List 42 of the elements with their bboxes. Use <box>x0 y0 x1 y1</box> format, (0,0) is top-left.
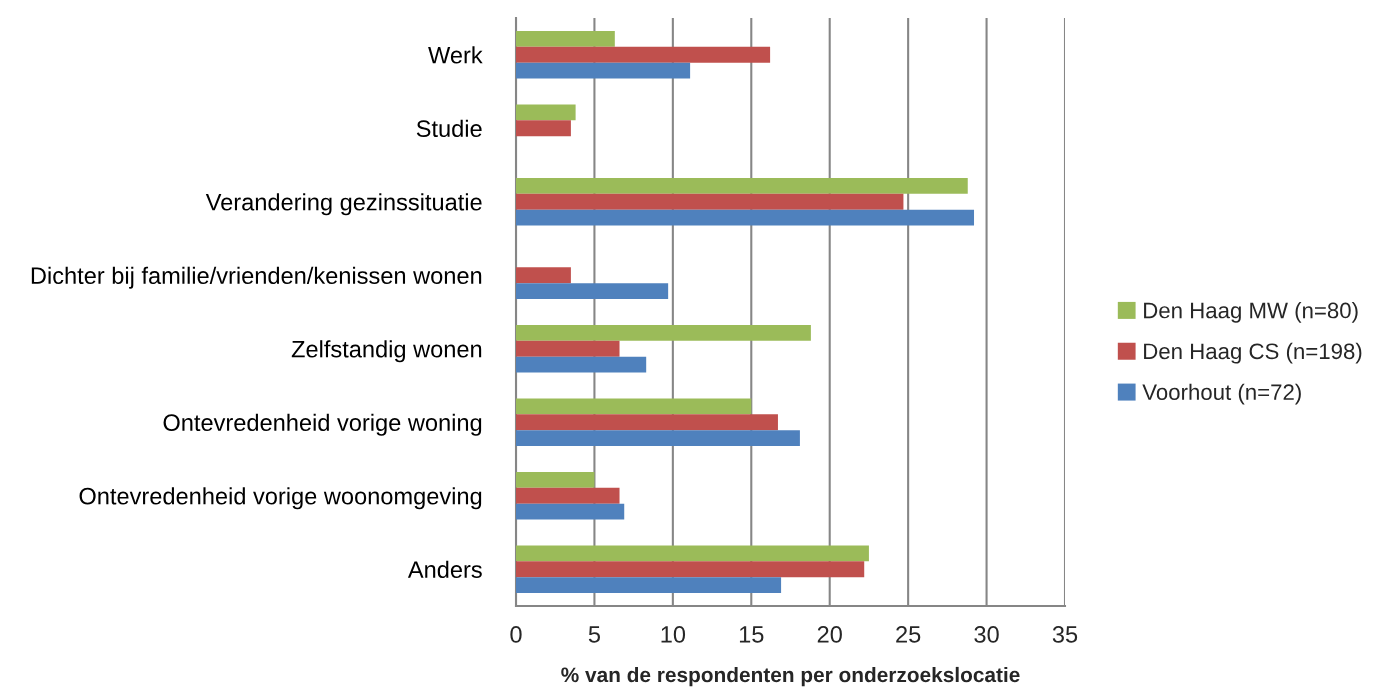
bar <box>516 178 968 194</box>
bar <box>516 267 571 284</box>
x-tick-label: 30 <box>974 626 999 643</box>
bar <box>516 356 647 373</box>
y-tick-label: Dichter bij familie/vrienden/kenissen wonen <box>31 266 482 289</box>
legend-label: Den Haag MW (n=80) <box>1144 302 1358 323</box>
bar <box>516 46 771 63</box>
bar <box>516 193 904 210</box>
bar <box>516 31 615 47</box>
y-tick-label: Anders <box>407 560 482 579</box>
legend-label: Voorhout (n=72) <box>1142 383 1301 405</box>
x-tick-label: 35 <box>1052 626 1078 643</box>
x-tick-label: 0 <box>510 626 522 643</box>
bar <box>516 487 620 504</box>
bar <box>516 120 571 137</box>
bar <box>516 545 869 562</box>
bar <box>516 577 782 593</box>
bar <box>516 503 625 520</box>
x-tick-label: 25 <box>896 626 921 643</box>
x-tick-label: 5 <box>588 626 600 643</box>
bar <box>516 283 669 299</box>
bar <box>516 104 576 121</box>
x-tick-label: 15 <box>739 626 764 643</box>
bar <box>516 398 752 415</box>
bar <box>516 561 865 578</box>
bar <box>516 62 691 79</box>
y-tick-label: Ontevredenheid vorige woonomgeving <box>79 487 482 510</box>
bar <box>516 209 975 226</box>
x-tick-label: 20 <box>817 626 842 643</box>
bar <box>516 325 811 341</box>
bar <box>516 340 620 357</box>
y-tick-label: Ontevredenheid vorige woning <box>163 413 482 436</box>
x-tick-label: 10 <box>661 626 686 643</box>
bar <box>516 430 800 446</box>
y-tick-label: Zelfstandig wonen <box>291 340 482 363</box>
bar <box>516 472 595 488</box>
y-tick-label: Studie <box>416 119 482 138</box>
legend-label: Den Haag CS (n=198) <box>1144 342 1362 364</box>
x-axis-title: % van de respondenten per onderzoekslocatie <box>561 666 1020 687</box>
y-tick-label: Verandering gezinssituatie <box>205 193 482 216</box>
bar <box>516 414 778 431</box>
y-tick-label: Werk <box>428 46 483 64</box>
